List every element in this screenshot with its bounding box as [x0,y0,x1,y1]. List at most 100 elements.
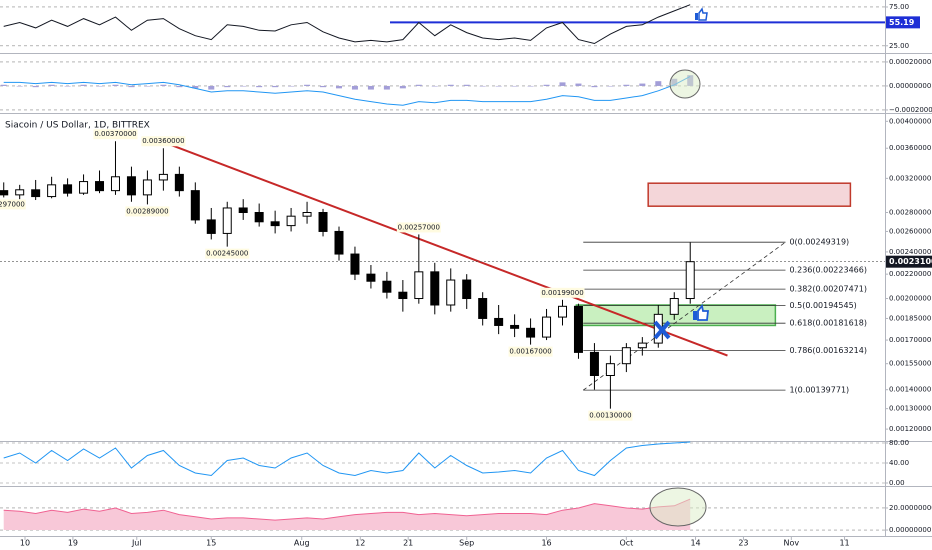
histogram-bar [144,85,151,87]
candle-body [462,279,472,300]
candle-body [286,215,296,227]
price-annotation: 0.00199000 [540,287,585,298]
annotation-box [540,287,585,298]
fib-label: 0(0.00249319) [789,238,849,247]
annotation-label: 0.00245000 [206,250,248,258]
price-annotation: 0.00167000 [508,346,553,357]
y-tick-label: 0.00130000 [889,405,931,413]
candle-body [350,253,360,275]
histogram-bar [527,85,534,87]
candle-body [222,207,232,234]
annotation-box [125,206,170,217]
y-tick-label: 0.00200000 [889,295,931,303]
candle-body [414,271,424,300]
candle-body [318,212,328,232]
candle-body [621,347,631,365]
zone [647,182,852,207]
candle-body [31,189,41,198]
y-tick-label: 75.00 [889,3,909,11]
y-tick-label: 0.00000000 [889,526,931,534]
histogram-bar [16,85,23,87]
candle-body [669,298,679,315]
fib-label: 0.618(0.00181618) [789,319,867,328]
candle-body [510,324,520,329]
annotation-box [141,136,186,147]
macd-line [3,75,691,106]
x-tick-label: 21 [403,539,413,548]
candle-body [430,271,440,306]
candle-body [254,212,264,223]
histogram-bar [304,84,311,86]
area-line [3,498,691,521]
indicator-line [3,441,691,477]
x-tick-label: 16 [541,539,551,548]
x-tick-label: 23 [738,539,748,548]
annotation-box [93,129,138,140]
candle-body [142,179,152,196]
chart-title: Siacoin / US Dollar, 1D, BITTREX [5,121,150,131]
annotation-box [588,410,633,421]
histogram-bar [431,85,438,87]
annotation-box [0,199,26,210]
annotation-label: 0.00199000 [541,289,583,297]
x-tick-label: 14 [690,539,700,548]
annotation-label: 0.00370000 [94,130,136,138]
histogram-bar [320,85,327,88]
histogram-bar [511,85,518,87]
x-tick-label: Sep [459,539,474,548]
annotation-box [508,346,553,357]
y-tick-label: 0.00400000 [889,117,931,125]
fib-label: 0.236(0.00223466) [789,266,867,275]
candle-body [605,363,615,377]
histogram-bar [160,84,167,86]
y-tick-label: 0.00240000 [889,248,931,256]
y-tick-label: 40.00 [889,459,909,467]
candle-body [95,181,105,192]
histogram-bar [559,82,566,86]
price-annotation: 0.00370000 [93,129,138,140]
histogram-bar [272,85,279,88]
x-icon [653,320,671,340]
candle-body [174,173,184,192]
annotation-box [396,222,441,233]
candle-body [15,189,25,196]
histogram-bar [543,84,550,86]
y-tick-label: 25.00 [889,42,909,50]
candle-body [238,207,248,214]
highlight-ellipse [669,69,701,99]
annotation-label: 0.00297000 [0,200,25,208]
price-annotation: 0.00245000 [205,248,250,259]
candle-body [126,176,136,196]
level-label: 55.19 [889,18,915,27]
candle-body [47,184,57,198]
thumbs-up-icon [695,7,708,21]
candle-body [190,190,200,221]
annotation-label: 0.00130000 [589,412,631,420]
trendline [169,143,728,357]
candle-body [366,273,376,282]
price-annotation: 0.00257000 [396,222,441,233]
candle-body [302,212,312,217]
candle-body [206,219,216,234]
annotation-label: 0.00289000 [126,207,168,215]
y-tick-label: 0.00120000 [889,425,931,433]
level-box [886,16,920,29]
y-tick-label: 0.00220000 [889,270,931,278]
histogram-bar [367,85,374,90]
x-tick-label: 19 [68,539,78,548]
histogram-bar [64,85,71,87]
annotation-label: 0.00360000 [142,137,184,145]
y-tick-label: 0.00360000 [889,144,931,152]
x-tick-label: Oct [619,539,633,548]
candle-body [79,181,89,194]
candle-body [382,280,392,293]
y-tick-label: 0.00000000 [889,82,931,90]
y-tick-label: 0.00170000 [889,336,931,344]
histogram-bar [192,85,199,89]
candle-body [63,184,73,194]
histogram-bar [208,85,215,90]
candle-body [494,317,504,326]
histogram-bar [240,85,247,87]
